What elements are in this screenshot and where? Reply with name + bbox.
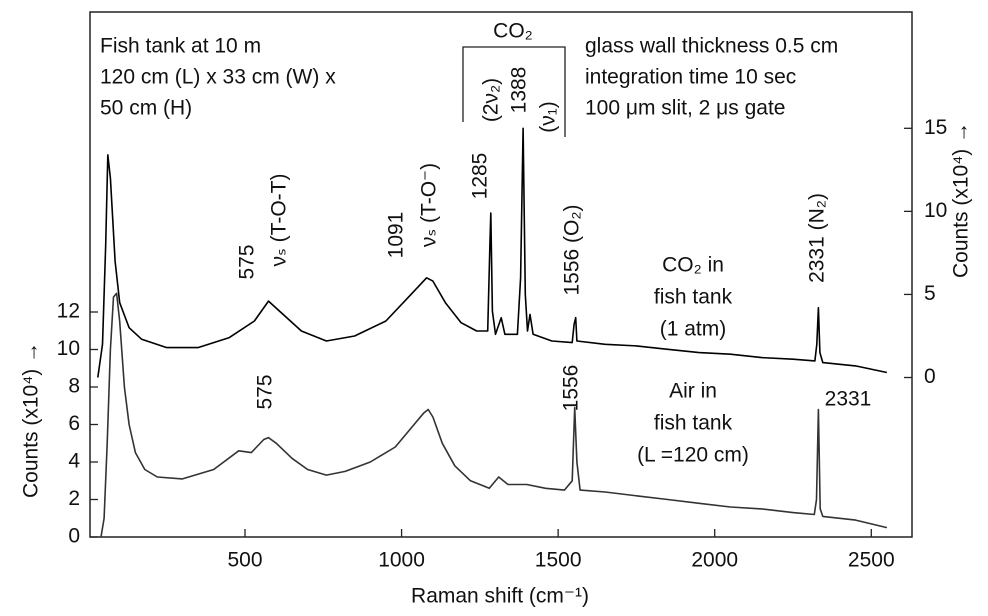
y2-tick-label: 15: [924, 116, 947, 139]
annotation: glass wall thickness 0.5 cm: [585, 35, 838, 58]
series-label: (1 atm): [660, 318, 727, 341]
series-label: (L =120 cm): [637, 444, 749, 467]
annotation: 1091: [385, 212, 408, 259]
x-tick-label: 2500: [848, 549, 895, 572]
x-tick-label: 1500: [535, 549, 582, 572]
y-tick-label: 12: [57, 300, 80, 323]
series-label: Air in: [669, 380, 717, 403]
series-label: CO₂ in: [662, 254, 724, 277]
x-tick-label: 500: [227, 549, 262, 572]
series-label: fish tank: [654, 286, 733, 309]
annotation: 1388: [508, 67, 531, 114]
spectrum-line: [100, 292, 888, 538]
co2-bracket: [462, 46, 566, 137]
annotation: 575: [236, 244, 259, 279]
x-axis-title: Raman shift (cm⁻¹): [411, 585, 589, 608]
annotation: 100 μm slit, 2 μs gate: [585, 97, 785, 120]
y-tick-label: 6: [68, 412, 80, 435]
y2-tick-label: 10: [924, 199, 947, 222]
x-tick-label: 2000: [691, 549, 738, 572]
annotation: Fish tank at 10 m: [100, 35, 261, 58]
annotation: CO₂: [493, 20, 533, 43]
annotation: 50 cm (H): [100, 97, 192, 120]
plot-frame: [89, 11, 913, 538]
spectrum-line: [97, 127, 888, 378]
annotation: 575: [254, 374, 277, 409]
annotation: (2ν₂): [480, 78, 503, 122]
annotation: 2331: [825, 388, 872, 411]
y2-tick-label: 0: [924, 365, 936, 388]
annotation: νₛ (T-O⁻): [418, 163, 441, 247]
annotation: 1556 (O₂): [561, 204, 584, 295]
annotation: 1556: [560, 365, 583, 412]
series-label: fish tank: [654, 412, 733, 435]
y-tick-label: 8: [68, 375, 80, 398]
y2-tick-label: 5: [924, 282, 936, 305]
y2-axis-title: Counts (x10⁴) →: [950, 122, 973, 278]
annotation: (ν₁): [537, 101, 560, 133]
annotation: 120 cm (L) x 33 cm (W) x: [100, 66, 336, 89]
annotation: νₛ (T-O-T): [268, 174, 291, 267]
y-tick-label: 2: [68, 487, 80, 510]
annotation: integration time 10 sec: [585, 66, 796, 89]
y-tick-label: 4: [68, 450, 80, 473]
y-axis-title: Counts (x10⁴) →: [20, 342, 43, 498]
annotation: 2331 (N₂): [806, 193, 829, 283]
y-tick-label: 10: [57, 337, 80, 360]
annotation: 1285: [469, 153, 492, 200]
y-tick-label: 0: [68, 525, 80, 548]
x-tick-label: 1000: [378, 549, 425, 572]
